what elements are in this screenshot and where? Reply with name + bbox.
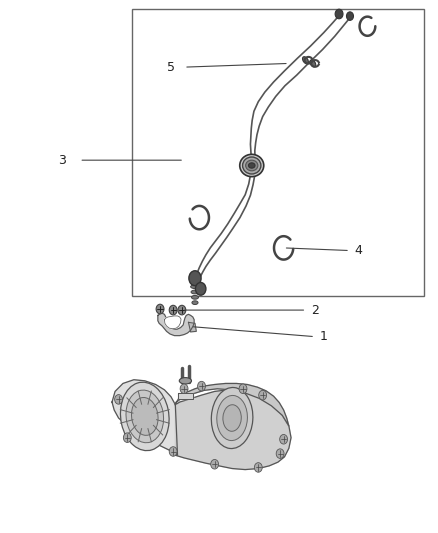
Circle shape: [156, 304, 164, 314]
Text: 5: 5: [167, 61, 175, 74]
Text: 1: 1: [319, 330, 327, 343]
Ellipse shape: [191, 290, 199, 294]
Text: 4: 4: [354, 244, 362, 257]
Circle shape: [180, 384, 188, 393]
Polygon shape: [164, 316, 181, 329]
Ellipse shape: [120, 382, 169, 450]
Circle shape: [211, 459, 219, 469]
Circle shape: [169, 447, 177, 456]
Polygon shape: [175, 383, 289, 426]
Circle shape: [254, 463, 262, 472]
Text: 2: 2: [311, 304, 318, 317]
Ellipse shape: [126, 390, 163, 443]
Circle shape: [195, 282, 206, 295]
Polygon shape: [175, 390, 291, 470]
Polygon shape: [112, 379, 177, 455]
Circle shape: [239, 384, 247, 393]
Ellipse shape: [192, 301, 198, 304]
Polygon shape: [158, 313, 194, 336]
Circle shape: [259, 390, 267, 400]
Circle shape: [189, 271, 201, 286]
Bar: [132, 9, 424, 296]
Circle shape: [178, 305, 186, 315]
Polygon shape: [177, 393, 193, 399]
Circle shape: [124, 433, 131, 442]
Ellipse shape: [243, 157, 261, 174]
Circle shape: [280, 434, 288, 444]
Ellipse shape: [191, 295, 198, 299]
Text: 3: 3: [58, 154, 66, 167]
Ellipse shape: [211, 387, 253, 449]
Ellipse shape: [223, 405, 241, 431]
Ellipse shape: [131, 398, 158, 435]
Ellipse shape: [248, 163, 255, 168]
Ellipse shape: [246, 160, 258, 171]
Ellipse shape: [303, 56, 308, 64]
Ellipse shape: [310, 60, 316, 67]
Ellipse shape: [217, 395, 247, 441]
Circle shape: [198, 381, 205, 391]
Ellipse shape: [179, 377, 191, 384]
Ellipse shape: [191, 285, 199, 288]
Polygon shape: [188, 322, 196, 332]
Circle shape: [169, 305, 177, 315]
Circle shape: [276, 449, 284, 458]
Circle shape: [335, 9, 343, 19]
Circle shape: [115, 394, 123, 404]
Ellipse shape: [240, 155, 264, 176]
Circle shape: [346, 12, 353, 20]
